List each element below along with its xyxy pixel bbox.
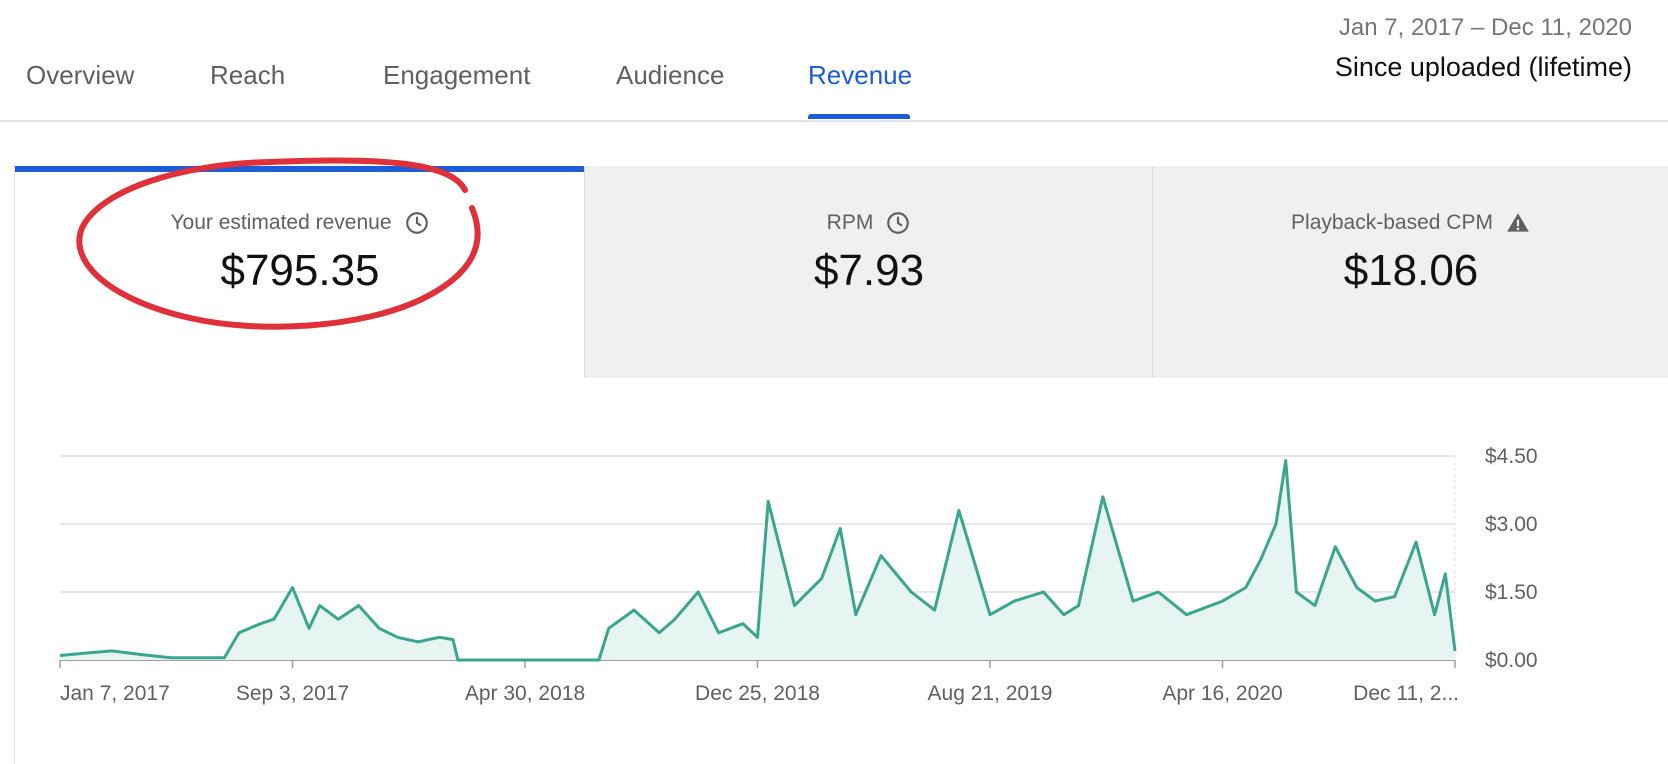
y-tick-label: $4.50	[1485, 445, 1538, 468]
x-tick-label: Dec 11, 2...	[1353, 682, 1459, 705]
metric-card-playback-cpm[interactable]: Playback-based CPM $18.06	[1152, 166, 1668, 378]
metric-value: $795.35	[220, 246, 380, 295]
date-range-selector[interactable]: Jan 7, 2017 – Dec 11, 2020 Since uploade…	[1335, 14, 1632, 83]
clock-icon[interactable]	[404, 210, 430, 236]
tab-reach[interactable]: Reach	[210, 60, 286, 90]
metric-value: $18.06	[1343, 246, 1479, 295]
metric-card-rpm[interactable]: RPM $7.93	[584, 166, 1153, 378]
date-range-label: Since uploaded (lifetime)	[1334, 52, 1632, 82]
tab-engagement[interactable]: Engagement	[383, 60, 531, 90]
x-tick-label: Dec 25, 2018	[695, 682, 820, 705]
metric-title: Your estimated revenue	[170, 211, 392, 234]
metric-card-estimated-revenue[interactable]: Your estimated revenue $795.35	[14, 166, 585, 378]
x-tick-label: Apr 30, 2018	[465, 682, 585, 705]
warning-icon[interactable]	[1505, 210, 1531, 236]
x-tick-label: Sep 3, 2017	[236, 682, 349, 705]
y-tick-label: $3.00	[1485, 513, 1538, 536]
tab-bar: Overview Reach Engagement Audience Reven…	[0, 0, 1668, 122]
y-tick-label: $1.50	[1485, 581, 1538, 604]
tab-revenue[interactable]: Revenue	[808, 60, 913, 90]
date-range-dates: Jan 7, 2017 – Dec 11, 2020	[1338, 14, 1632, 41]
revenue-chart: $0.00 $1.50 $3.00 $4.50 Jan 7, 2017 Sep 3, 20…	[14, 378, 1668, 764]
x-tick-label: Aug 21, 2019	[928, 682, 1053, 705]
y-tick-label: $0.00	[1485, 649, 1538, 672]
x-tick-label: Apr 16, 2020	[1162, 682, 1282, 705]
tab-audience[interactable]: Audience	[616, 60, 725, 90]
metric-value: $7.93	[813, 246, 925, 295]
clock-icon[interactable]	[885, 210, 911, 236]
tab-overview[interactable]: Overview	[26, 60, 135, 90]
revenue-chart-svg: $0.00 $1.50 $3.00 $4.50 Jan 7, 2017 Sep 3, 20…	[59, 445, 1538, 705]
metric-title: Playback-based CPM	[1291, 211, 1493, 234]
metric-title: RPM	[826, 211, 874, 234]
x-tick-label: Jan 7, 2017	[60, 682, 170, 705]
metric-cards: Your estimated revenue $795.35 RPM $7.93…	[14, 166, 1668, 378]
selected-card-indicator	[15, 166, 585, 172]
active-tab-indicator	[808, 114, 910, 119]
